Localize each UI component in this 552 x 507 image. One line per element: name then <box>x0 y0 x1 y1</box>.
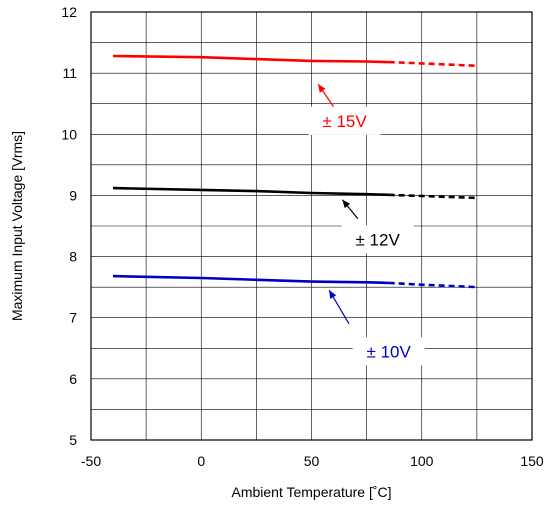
series-line-solid-2 <box>112 274 389 285</box>
series-label-background-0 <box>308 106 381 135</box>
y-tick-label: 10 <box>61 126 77 142</box>
series-arrowhead-1 <box>342 199 351 209</box>
series-line-dashed-0 <box>388 60 477 68</box>
series-labels: ± 15V ± 12V ± 10V <box>308 83 425 366</box>
grid <box>91 12 532 440</box>
y-axis-title: Maximum Input Voltage [Vrms] <box>9 131 25 321</box>
y-tick-label: 6 <box>69 371 77 387</box>
y-tick-label: 8 <box>69 249 77 265</box>
y-tick-label: 12 <box>61 4 77 20</box>
y-axis-ticks: 5 6 7 8 9 10 11 12 <box>61 4 77 448</box>
series-arrowhead-0 <box>318 84 326 93</box>
series-label-2: ± 10V <box>367 342 412 361</box>
y-tick-label: 11 <box>62 65 77 81</box>
series-line-dashed-1 <box>388 193 477 200</box>
x-tick-label: -50 <box>81 453 101 469</box>
x-tick-label: 0 <box>197 453 205 469</box>
series-line-solid-0 <box>112 54 389 64</box>
series-layer <box>112 54 477 289</box>
x-axis-ticks: -50 0 50 100 150 <box>81 453 544 469</box>
series-label-background-2 <box>352 337 425 366</box>
plot-frame <box>90 11 533 441</box>
series-label-1: ± 12V <box>355 230 400 249</box>
y-tick-label: 7 <box>69 310 77 326</box>
x-axis-title: Ambient Temperature [˚C] <box>231 484 391 500</box>
series-line-solid-1 <box>112 186 389 197</box>
y-tick-label: 5 <box>69 432 77 448</box>
series-label-background-1 <box>341 225 414 254</box>
x-tick-label: 50 <box>304 453 320 469</box>
x-tick-label: 100 <box>410 453 434 469</box>
series-line-dashed-2 <box>388 281 477 289</box>
series-arrowhead-2 <box>329 290 337 299</box>
y-tick-label: 9 <box>69 187 77 203</box>
x-tick-label: 150 <box>520 453 544 469</box>
series-label-0: ± 15V <box>322 112 367 131</box>
